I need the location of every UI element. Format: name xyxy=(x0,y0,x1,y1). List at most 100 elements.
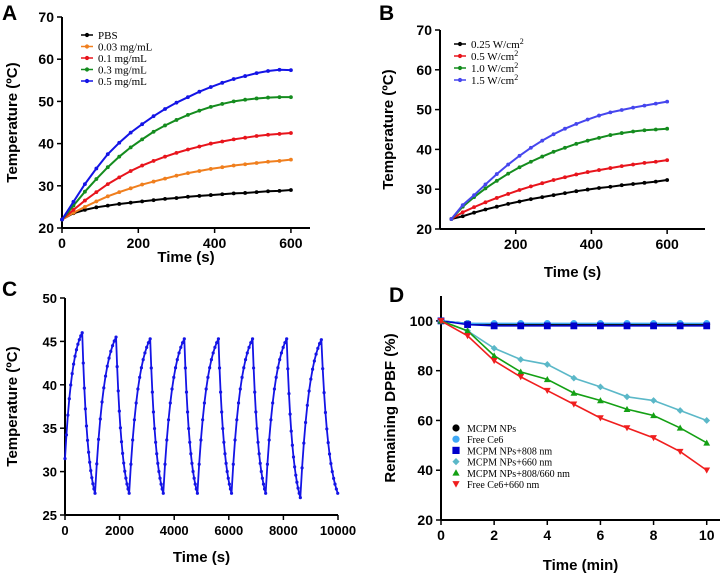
data-point xyxy=(608,166,613,171)
data-point xyxy=(490,352,498,359)
data-point xyxy=(300,466,304,470)
series-line xyxy=(64,332,339,498)
x-tick-label: 200 xyxy=(504,236,528,252)
data-point xyxy=(608,110,613,115)
data-point xyxy=(227,482,231,486)
data-point xyxy=(255,426,259,431)
data-point xyxy=(140,182,145,187)
data-point xyxy=(233,438,237,442)
data-point xyxy=(623,393,631,401)
data-point xyxy=(121,451,125,455)
data-point xyxy=(117,175,122,180)
data-point xyxy=(209,358,214,362)
legend-label-text: PBS xyxy=(98,30,118,42)
legend-label-text: 0.03 mg/mL xyxy=(98,42,153,54)
data-point xyxy=(140,137,145,142)
x-tick-label: 0 xyxy=(61,523,68,538)
data-point xyxy=(619,108,624,112)
x-tick-label: 0 xyxy=(437,527,445,543)
data-point xyxy=(570,401,578,408)
data-point xyxy=(191,469,195,474)
data-point xyxy=(131,438,135,442)
x-tick-label: 10000 xyxy=(320,523,356,538)
data-point xyxy=(574,141,579,146)
data-point xyxy=(211,351,215,355)
legend-label-text: 1.5 W/cm xyxy=(471,75,515,87)
data-point xyxy=(240,375,244,379)
data-point xyxy=(160,487,164,491)
data-point xyxy=(91,482,95,486)
data-point xyxy=(179,345,183,349)
data-point xyxy=(199,438,203,442)
legend-label: 0.3 mg/mL xyxy=(98,65,147,77)
data-point xyxy=(650,435,657,442)
data-point xyxy=(117,140,122,145)
x-tick-label: 8 xyxy=(650,527,658,543)
y-tick-label: 50 xyxy=(43,291,57,306)
data-point xyxy=(278,358,282,362)
legend-label: 0.5 mg/mL xyxy=(98,76,147,88)
legend-label: 0.1 mg/mL xyxy=(98,53,147,65)
data-point xyxy=(259,469,263,474)
data-point xyxy=(243,74,248,78)
data-point xyxy=(238,387,242,391)
data-point xyxy=(472,210,476,215)
data-point xyxy=(452,481,460,488)
data-point xyxy=(225,469,229,474)
data-point xyxy=(136,387,140,391)
y-tick-label: 100 xyxy=(410,313,434,329)
data-point xyxy=(226,476,230,480)
data-point xyxy=(266,132,270,137)
data-point xyxy=(517,368,525,375)
data-point xyxy=(608,184,613,189)
y-axis-title: Temperature (ºC) xyxy=(4,346,21,466)
legend-label: 0.03 mg/mL xyxy=(98,42,153,54)
data-point xyxy=(257,452,261,456)
panel-letter-a: A xyxy=(2,2,17,25)
data-point xyxy=(82,386,86,390)
data-point xyxy=(597,135,601,140)
y-tick-label: 30 xyxy=(38,178,54,194)
data-point xyxy=(185,171,190,176)
data-point xyxy=(174,173,179,178)
data-point xyxy=(202,401,207,405)
data-point xyxy=(84,67,90,72)
x-tick-label: 6000 xyxy=(214,523,243,538)
data-point xyxy=(517,188,522,192)
data-point xyxy=(585,170,590,175)
data-point xyxy=(262,487,267,491)
data-point xyxy=(585,117,590,122)
y-axis-title: Temperature (ºC) xyxy=(4,62,21,182)
data-point xyxy=(570,322,578,330)
data-point xyxy=(460,203,465,208)
data-point xyxy=(631,105,635,110)
y-tick-label: 20 xyxy=(416,221,432,237)
data-point xyxy=(231,462,235,466)
data-point xyxy=(570,374,578,382)
data-point xyxy=(185,95,190,100)
data-point xyxy=(472,193,476,198)
panel-letter-b: B xyxy=(379,2,394,25)
data-point xyxy=(266,189,270,194)
data-point xyxy=(105,203,110,208)
data-point xyxy=(124,476,128,480)
x-axis-title: Time (s) xyxy=(173,549,230,566)
data-point xyxy=(551,178,556,182)
y-tick-label: 60 xyxy=(417,412,433,428)
x-tick-label: 10 xyxy=(699,527,715,543)
x-tick-label: 4 xyxy=(543,527,551,543)
data-point xyxy=(173,366,178,370)
data-point xyxy=(71,199,76,204)
data-point xyxy=(220,410,224,414)
data-point xyxy=(283,341,287,345)
data-point xyxy=(185,410,190,414)
y-tick-label: 70 xyxy=(38,9,54,25)
data-point xyxy=(175,358,179,362)
data-point xyxy=(195,491,200,495)
data-point xyxy=(231,77,236,81)
data-point xyxy=(319,338,323,342)
data-point xyxy=(254,161,259,165)
data-point xyxy=(220,80,225,85)
data-point xyxy=(329,461,333,466)
data-point xyxy=(665,158,670,163)
